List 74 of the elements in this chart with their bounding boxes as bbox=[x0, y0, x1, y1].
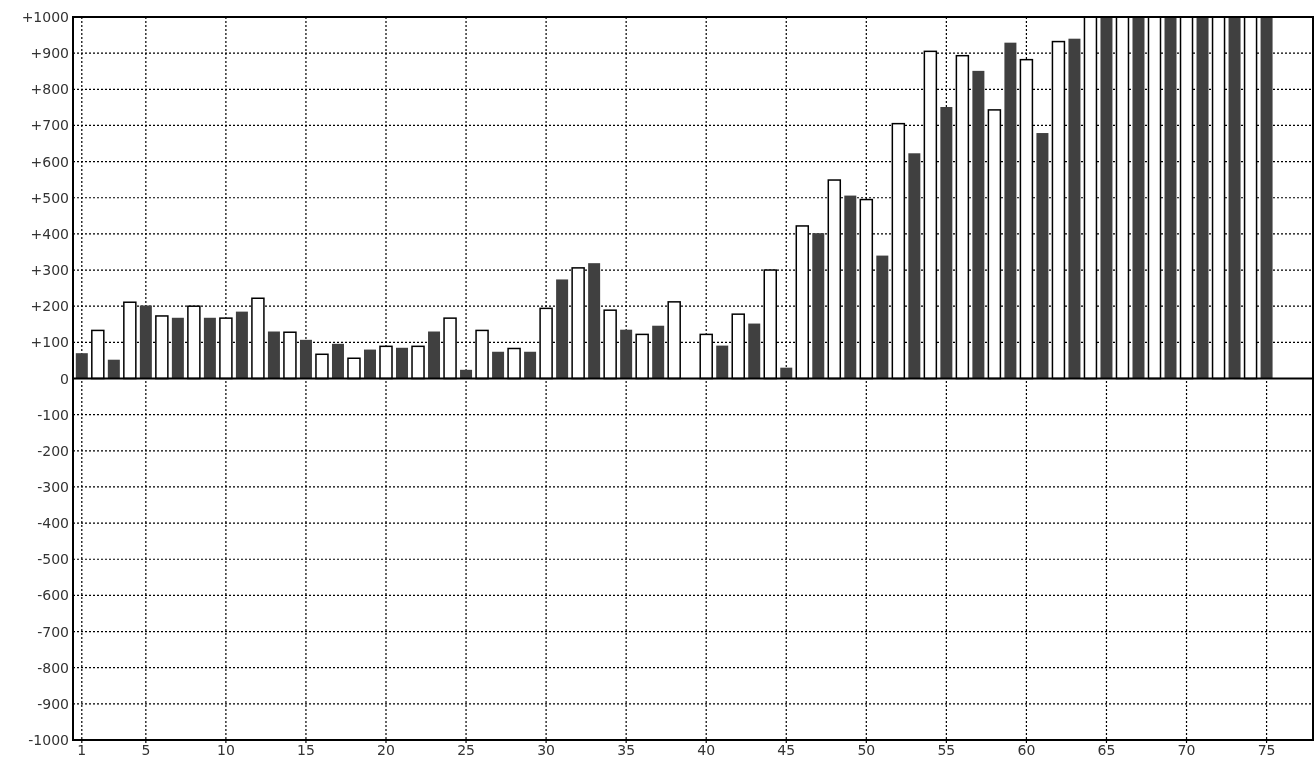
x-tick-label: 10 bbox=[216, 742, 235, 758]
y-tick-label: -100 bbox=[37, 406, 69, 423]
bar bbox=[780, 367, 793, 379]
bar bbox=[972, 70, 985, 379]
x-tick-label: 30 bbox=[537, 742, 556, 758]
bar bbox=[812, 233, 825, 379]
y-tick-label: -700 bbox=[37, 623, 69, 640]
bar bbox=[331, 343, 344, 379]
y-tick-label: -200 bbox=[37, 442, 69, 459]
bar bbox=[940, 107, 953, 379]
bar bbox=[363, 349, 376, 379]
x-tick-label: 75 bbox=[1257, 742, 1276, 758]
x-tick-label: 5 bbox=[141, 742, 151, 758]
bar bbox=[844, 195, 857, 379]
bar bbox=[1164, 17, 1177, 379]
y-tick-label: -800 bbox=[37, 659, 69, 676]
y-tick-label: -600 bbox=[37, 587, 69, 604]
bar bbox=[139, 305, 152, 379]
bar bbox=[299, 339, 312, 379]
y-tick-label: +1000 bbox=[21, 9, 69, 25]
bar bbox=[524, 351, 537, 379]
x-tick-label: 60 bbox=[1017, 742, 1036, 758]
bar bbox=[492, 351, 505, 379]
bar bbox=[171, 317, 184, 379]
x-tick-label: 20 bbox=[377, 742, 395, 758]
bar bbox=[428, 331, 441, 379]
bar bbox=[876, 255, 889, 379]
bar bbox=[1132, 17, 1145, 379]
y-tick-label: -400 bbox=[37, 515, 69, 532]
bar bbox=[235, 311, 248, 379]
bar bbox=[556, 279, 569, 379]
y-tick-label: -1000 bbox=[28, 732, 69, 748]
x-tick-label: 35 bbox=[617, 742, 636, 758]
x-tick-label: 1 bbox=[77, 742, 87, 758]
bar bbox=[652, 325, 665, 379]
bar bbox=[588, 263, 601, 379]
bar bbox=[203, 317, 216, 379]
bar bbox=[1004, 42, 1017, 379]
bar bbox=[1196, 17, 1209, 379]
y-tick-label: 0 bbox=[60, 370, 69, 387]
bar bbox=[908, 153, 921, 379]
bar bbox=[1260, 17, 1273, 379]
y-tick-label: +700 bbox=[30, 117, 69, 134]
bar bbox=[748, 323, 761, 379]
x-tick-label: 50 bbox=[857, 742, 876, 758]
y-tick-label: +600 bbox=[30, 153, 69, 170]
bar bbox=[396, 347, 409, 379]
y-tick-label: -300 bbox=[37, 478, 69, 495]
bar bbox=[75, 353, 88, 379]
x-tick-label: 55 bbox=[937, 742, 956, 758]
x-tick-label: 25 bbox=[457, 742, 475, 758]
y-tick-label: +200 bbox=[30, 298, 69, 315]
y-tick-label: +400 bbox=[30, 225, 69, 242]
y-tick-label: -500 bbox=[37, 551, 69, 568]
y-tick-label: +100 bbox=[30, 334, 69, 351]
bar bbox=[1100, 17, 1113, 379]
bar bbox=[716, 345, 729, 379]
x-tick-label: 65 bbox=[1097, 742, 1116, 758]
y-tick-label: -900 bbox=[37, 695, 69, 712]
y-tick-label: +800 bbox=[30, 81, 69, 98]
bar bbox=[267, 331, 280, 379]
x-tick-label: 70 bbox=[1177, 742, 1196, 758]
bar bbox=[1228, 17, 1241, 379]
bar bbox=[460, 369, 473, 379]
y-tick-label: +900 bbox=[30, 45, 69, 62]
bar bbox=[620, 329, 633, 379]
bar bbox=[107, 359, 120, 379]
x-tick-label: 15 bbox=[297, 742, 315, 758]
x-tick-label: 40 bbox=[697, 742, 716, 758]
y-tick-label: +500 bbox=[30, 189, 69, 206]
x-tick-label: 45 bbox=[777, 742, 796, 758]
bar bbox=[1068, 38, 1081, 379]
bar bbox=[1036, 133, 1049, 379]
y-tick-label: +300 bbox=[30, 262, 69, 279]
